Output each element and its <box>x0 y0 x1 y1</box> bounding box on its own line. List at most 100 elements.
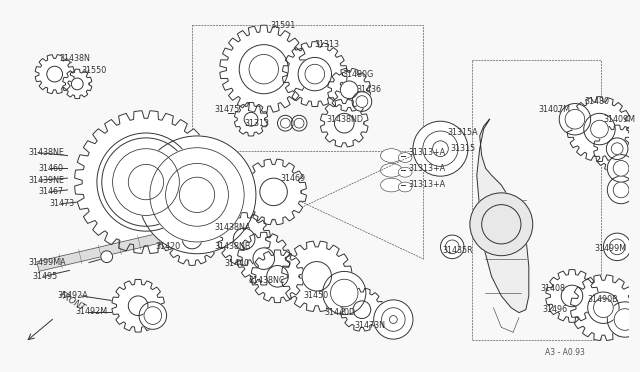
Circle shape <box>606 138 628 160</box>
Circle shape <box>172 169 223 220</box>
Text: 31550: 31550 <box>81 66 106 75</box>
Circle shape <box>423 131 458 166</box>
Text: 31473: 31473 <box>50 199 75 208</box>
Text: 31496: 31496 <box>543 305 568 314</box>
Circle shape <box>260 178 287 206</box>
Circle shape <box>607 155 635 182</box>
Circle shape <box>427 135 454 163</box>
Polygon shape <box>37 227 190 271</box>
Circle shape <box>588 292 619 323</box>
Bar <box>192 25 423 151</box>
Text: 31450: 31450 <box>303 291 328 301</box>
Circle shape <box>561 285 583 307</box>
Polygon shape <box>594 125 640 172</box>
Text: 31420: 31420 <box>156 243 181 251</box>
Circle shape <box>593 298 613 318</box>
Circle shape <box>239 45 288 94</box>
Polygon shape <box>218 213 270 265</box>
Text: 31440D: 31440D <box>324 308 356 317</box>
Polygon shape <box>252 250 304 303</box>
Text: FRONT: FRONT <box>58 290 87 312</box>
Text: 31313: 31313 <box>315 40 340 49</box>
Circle shape <box>47 66 63 82</box>
Circle shape <box>294 118 304 128</box>
Text: 31315A: 31315A <box>447 128 478 138</box>
Bar <box>472 60 602 340</box>
Circle shape <box>381 308 405 331</box>
Text: 31435R: 31435R <box>442 246 473 255</box>
Ellipse shape <box>381 178 402 192</box>
Polygon shape <box>571 275 636 340</box>
Circle shape <box>613 160 629 176</box>
Circle shape <box>97 133 195 231</box>
Circle shape <box>291 115 307 131</box>
Circle shape <box>144 307 162 324</box>
Circle shape <box>482 205 521 244</box>
Circle shape <box>128 296 148 315</box>
Text: 31490B: 31490B <box>588 295 618 304</box>
Circle shape <box>298 57 332 91</box>
Polygon shape <box>321 99 368 147</box>
Circle shape <box>323 272 366 315</box>
Text: 31438NE: 31438NE <box>28 148 64 157</box>
Circle shape <box>305 64 324 84</box>
Text: 31438NC: 31438NC <box>248 276 285 285</box>
Circle shape <box>156 154 238 236</box>
Text: 31499MA: 31499MA <box>28 258 66 267</box>
Text: 31499M: 31499M <box>595 244 627 253</box>
Circle shape <box>584 113 615 145</box>
Text: 31440: 31440 <box>225 259 250 268</box>
Circle shape <box>385 312 401 327</box>
Circle shape <box>609 239 625 255</box>
Circle shape <box>253 248 275 269</box>
Circle shape <box>591 120 608 138</box>
Circle shape <box>267 266 288 287</box>
Circle shape <box>113 149 179 215</box>
Text: 31436: 31436 <box>356 85 381 94</box>
Circle shape <box>559 103 591 135</box>
Circle shape <box>101 251 113 263</box>
Circle shape <box>604 233 631 261</box>
Circle shape <box>138 136 256 254</box>
Circle shape <box>352 92 372 111</box>
Ellipse shape <box>381 149 402 163</box>
Text: 31460: 31460 <box>38 164 63 173</box>
Polygon shape <box>234 102 268 136</box>
Circle shape <box>374 300 413 339</box>
Text: 31469: 31469 <box>280 174 305 183</box>
Polygon shape <box>63 69 92 99</box>
Polygon shape <box>567 97 632 161</box>
Text: 31492M: 31492M <box>76 307 108 316</box>
Circle shape <box>433 141 448 157</box>
Circle shape <box>118 155 173 209</box>
Circle shape <box>356 96 368 108</box>
Text: 31467: 31467 <box>38 187 63 196</box>
Circle shape <box>330 279 358 307</box>
Text: 31313+A: 31313+A <box>408 180 445 189</box>
Polygon shape <box>546 270 598 322</box>
Text: 31313: 31313 <box>244 119 269 128</box>
Circle shape <box>613 182 629 198</box>
Polygon shape <box>220 25 308 113</box>
Polygon shape <box>241 159 307 225</box>
Polygon shape <box>282 241 352 311</box>
Polygon shape <box>166 213 218 265</box>
Circle shape <box>302 262 332 291</box>
Circle shape <box>72 78 83 90</box>
Text: 31591: 31591 <box>271 20 296 29</box>
Circle shape <box>607 176 635 203</box>
Text: 31480G: 31480G <box>342 70 374 78</box>
Text: 31492A: 31492A <box>58 291 88 301</box>
Circle shape <box>139 302 166 329</box>
Circle shape <box>340 81 358 99</box>
Circle shape <box>278 115 293 131</box>
Polygon shape <box>75 111 218 253</box>
Text: 31475: 31475 <box>214 105 240 114</box>
Circle shape <box>102 138 190 226</box>
Ellipse shape <box>398 153 412 163</box>
Polygon shape <box>477 119 529 312</box>
Circle shape <box>128 164 164 200</box>
Circle shape <box>389 315 397 323</box>
Text: 31438NB: 31438NB <box>214 243 251 251</box>
Circle shape <box>234 228 255 250</box>
